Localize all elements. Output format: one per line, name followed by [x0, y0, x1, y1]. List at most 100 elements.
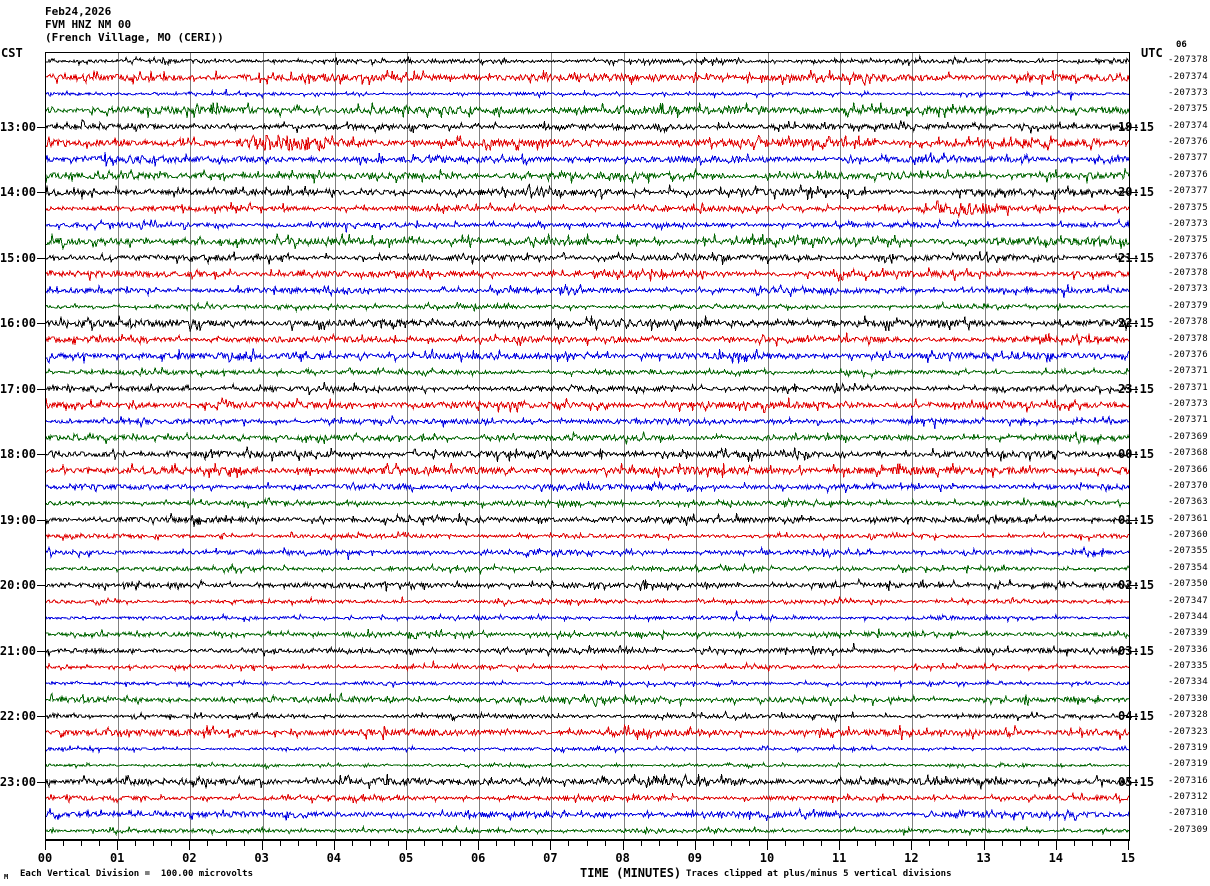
trace-23-green	[46, 431, 1129, 445]
right-hour-label-1915: 19:15	[1118, 120, 1155, 134]
right-timezone-label: UTC	[1141, 46, 1163, 60]
vertical-gridline-minute-03	[263, 53, 264, 839]
minute-tick-major-05	[406, 840, 407, 850]
minute-tick-minor	[514, 840, 515, 846]
gain-value-10: -207373	[1168, 219, 1209, 229]
right-hour-tick-0315	[1130, 651, 1138, 652]
minute-tick-minor	[587, 840, 588, 846]
left-hour-label-1400: 14:00	[0, 185, 36, 199]
trace-43-green	[46, 761, 1129, 771]
trace-07-green	[46, 168, 1129, 184]
trace-06-blue	[46, 151, 1129, 167]
left-hour-label-1700: 17:00	[0, 382, 36, 396]
minute-tick-minor	[948, 840, 949, 846]
left-hour-tick-1900	[37, 520, 45, 521]
trace-29-red	[46, 530, 1129, 543]
vertical-gridline-minute-14	[1057, 53, 1058, 839]
trace-33-red	[46, 595, 1129, 608]
minute-label-02: 02	[182, 851, 197, 865]
minute-tick-minor	[388, 840, 389, 846]
minute-tick-minor	[713, 840, 714, 846]
right-hour-label-2315: 23:15	[1118, 382, 1155, 396]
minute-tick-minor	[442, 840, 443, 846]
left-hour-label-1800: 18:00	[0, 447, 36, 461]
trace-02-blue	[46, 88, 1129, 101]
left-hour-label-1900: 19:00	[0, 513, 36, 527]
gain-value-27: -207363	[1168, 497, 1209, 507]
trace-17-red	[46, 332, 1129, 347]
minute-tick-minor	[460, 840, 461, 846]
gain-value-40: -207328	[1168, 710, 1209, 720]
trace-04-black	[46, 119, 1129, 134]
minute-tick-minor	[803, 840, 804, 846]
trace-36-black	[46, 643, 1129, 657]
clip-note: Traces clipped at plus/minus 5 vertical …	[686, 869, 952, 879]
seismogram-plot-area[interactable]	[45, 52, 1130, 840]
right-hour-tick-2215	[1130, 323, 1138, 324]
vertical-gridline-minute-08	[624, 53, 625, 839]
left-hour-label-2100: 21:00	[0, 644, 36, 658]
scale-note: Each Vertical Division = 100.00 microvol…	[20, 869, 253, 879]
left-hour-label-1500: 15:00	[0, 251, 36, 265]
plot-header: Feb24,2026 FVM HNZ NM 00 (French Village…	[45, 5, 224, 44]
minute-tick-major-11	[839, 840, 840, 850]
gain-value-45: -207312	[1168, 792, 1209, 802]
minute-label-07: 07	[543, 851, 558, 865]
minute-tick-minor	[298, 840, 299, 846]
trace-20-black	[46, 382, 1129, 396]
gain-value-17: -207378	[1168, 334, 1209, 344]
minute-tick-minor	[875, 840, 876, 846]
gain-value-04: -207374	[1168, 121, 1209, 131]
minute-tick-minor	[244, 840, 245, 846]
right-hour-tick-1915	[1130, 127, 1138, 128]
gain-value-08: -207377	[1168, 186, 1209, 196]
gain-value-37: -207335	[1168, 661, 1209, 671]
minute-tick-minor	[605, 840, 606, 846]
gain-value-21: -207373	[1168, 399, 1209, 409]
gain-value-06: -207377	[1168, 153, 1209, 163]
minute-tick-major-08	[623, 840, 624, 850]
gain-value-25: -207366	[1168, 465, 1209, 475]
minute-tick-major-00	[45, 840, 46, 850]
gain-value-23: -207369	[1168, 432, 1209, 442]
vertical-gridline-minute-13	[985, 53, 986, 839]
trace-38-blue	[46, 679, 1129, 689]
trace-14-blue	[46, 283, 1129, 299]
trace-27-green	[46, 496, 1129, 509]
gain-value-31: -207354	[1168, 563, 1209, 573]
trace-37-red	[46, 660, 1129, 674]
minute-tick-minor	[893, 840, 894, 846]
trace-01-red	[46, 69, 1129, 87]
gain-value-18: -207376	[1168, 350, 1209, 360]
trace-22-blue	[46, 414, 1129, 430]
minute-tick-minor	[929, 840, 930, 846]
gain-value-44: -207316	[1168, 776, 1209, 786]
minute-label-13: 13	[976, 851, 991, 865]
gain-value-30: -207355	[1168, 546, 1209, 556]
corner-mark: M	[4, 873, 9, 881]
left-hour-tick-1500	[37, 258, 45, 259]
minute-tick-minor	[352, 840, 353, 846]
trace-31-green	[46, 562, 1129, 576]
minute-tick-minor	[316, 840, 317, 846]
minute-label-15: 15	[1120, 851, 1136, 865]
minute-label-00: 00	[37, 851, 53, 865]
vertical-gridline-minute-02	[190, 53, 191, 839]
gain-value-43: -207319	[1168, 759, 1209, 769]
minute-label-08: 08	[615, 851, 630, 865]
minute-tick-minor	[749, 840, 750, 846]
minute-tick-major-13	[984, 840, 985, 850]
minute-label-14: 14	[1048, 851, 1064, 865]
vertical-gridline-minute-10	[768, 53, 769, 839]
vertical-gridline-minute-11	[840, 53, 841, 839]
left-hour-tick-2300	[37, 782, 45, 783]
minute-tick-minor	[424, 840, 425, 846]
gain-value-01: -207374	[1168, 72, 1209, 82]
left-hour-label-1600: 16:00	[0, 316, 36, 330]
trace-45-red	[46, 792, 1129, 804]
trace-08-black	[46, 183, 1129, 200]
trace-44-black	[46, 773, 1129, 790]
gain-value-11: -207375	[1168, 235, 1209, 245]
right-hour-label-0415: 04:15	[1118, 709, 1155, 723]
right-hour-tick-0515	[1130, 782, 1138, 783]
